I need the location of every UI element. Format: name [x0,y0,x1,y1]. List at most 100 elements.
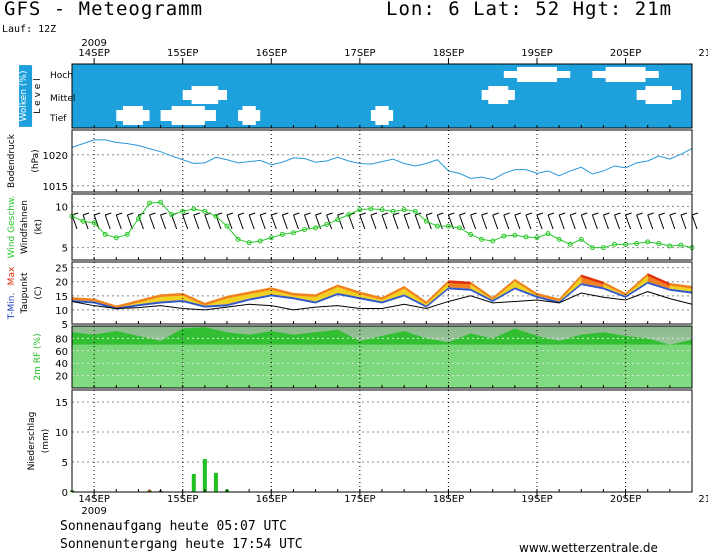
wind-barb [425,212,433,230]
wind-point [113,235,119,241]
wind-point [490,238,496,244]
wind-barb-feather [271,212,278,216]
temperature-max-edge [359,291,382,300]
wind-barb [669,212,677,230]
wind-barb [403,212,411,230]
wind-point [102,231,108,237]
wind-barb-feather [536,212,544,216]
wind-barb-feather [492,212,499,216]
wind-barb [547,212,555,230]
temperature-max-edge [625,273,648,296]
precip-conv-bar [148,489,151,492]
wind-barb-feather [625,212,632,216]
wind-barb-staff [580,214,587,230]
temperature-min-edge [293,297,316,304]
wind-point [556,236,562,242]
wind-barb-feather [193,212,200,216]
wind-barb-staff [636,214,643,230]
x-year-label-top: 2009 [81,38,106,49]
wind-barb [625,212,632,230]
wind-barb-staff [193,214,200,230]
x-year-label-bottom: 2009 [81,506,106,517]
sunset-text: Sonnenuntergang heute 17:54 UTC [60,537,303,552]
x-date-label-bottom: 21SEP [698,494,708,505]
wind-barb-staff [204,214,211,230]
cloud-side-label-bg [19,65,33,127]
wind-barb-staff [658,214,665,230]
x-date-label-top: 20SEP [610,48,641,59]
wind-barb-feather [315,212,322,216]
wind-barb-staff [569,214,576,230]
wind-barb-staff [459,214,465,230]
temperature-min-edge [669,288,692,294]
wind-barb-staff [359,214,366,230]
temperature-max-edge [182,293,205,306]
wind-barb [182,212,189,230]
wind-barb-staff [691,214,698,230]
pressure-series-line [71,139,693,181]
wind-point [401,207,407,213]
wind-barb [237,212,245,230]
wind-tick-label: 5 [62,244,68,255]
wind-barb-staff [392,214,399,230]
wind-point [512,232,518,238]
x-date-label-bottom: 18SEP [433,494,464,505]
temperature-max-edge [271,287,294,296]
wind-point [169,212,175,218]
wind-barb [381,212,389,230]
x-date-label-top: 16SEP [256,48,287,59]
rh-tick-label: 40 [55,359,68,370]
temperature-max-edge [492,278,515,300]
wind-barb-feather [127,212,134,216]
wind-point [224,223,230,229]
wind-barb-staff [104,214,111,230]
wind-barb-feather [503,212,510,216]
temperature-max-edge [426,280,449,304]
cloud-segment-core [517,67,557,82]
source-credit: www.wetterzentrale.de [519,541,658,555]
temperature-min-edge [227,298,250,307]
wind-point [335,217,341,223]
wind-barb-feather [282,212,289,216]
pressure-tick-label: 1015 [43,182,68,193]
wind-barb-feather [603,212,610,216]
panel-frame-clouds [71,63,693,129]
wind-barb-feather [680,212,688,216]
wind-barb [602,212,610,230]
precip-side-label: Niederschlag [27,412,37,471]
temperature-max-edge [116,300,139,309]
precip-tick-label: 15 [55,398,68,409]
temperature-tick-label: 20 [55,278,68,289]
wind-point [158,199,164,205]
wind-point [600,245,606,251]
wind-barb-staff [614,214,620,230]
wind-side-label: Wind Geschw. [7,196,17,259]
wind-barb-staff [115,214,122,230]
wind-barb [580,212,588,230]
temperature-max-edge [514,278,537,296]
temperature-min-edge [647,281,670,291]
wind-barb-feather [525,212,533,216]
wind-barb-feather [470,212,477,216]
wind-barb-staff [647,214,654,230]
wind-barb-staff [503,214,510,230]
wind-barb-staff [248,214,255,230]
temperature-min-edge [72,300,95,304]
wind-barb-staff [625,214,632,230]
temperature-max-edge [293,293,316,297]
wind-barb-feather [459,212,466,216]
wind-barb-feather [149,212,156,216]
temperature-tick-label: 10 [55,306,68,317]
wind-barb [558,212,566,230]
wind-barb-staff [669,214,676,230]
cloud-segment-core [171,106,205,125]
panel-frame-rh [71,325,693,389]
cloud-level-label-hoch: Hoch [50,71,73,81]
wind-barb [691,212,699,230]
wind-barb-staff [281,214,288,230]
wind-barb-feather [403,212,411,216]
wind-barb-feather [426,212,433,216]
wind-point [457,225,462,231]
temperature-min-label: T-Min. [7,293,17,321]
wind-barb-feather [592,212,599,216]
